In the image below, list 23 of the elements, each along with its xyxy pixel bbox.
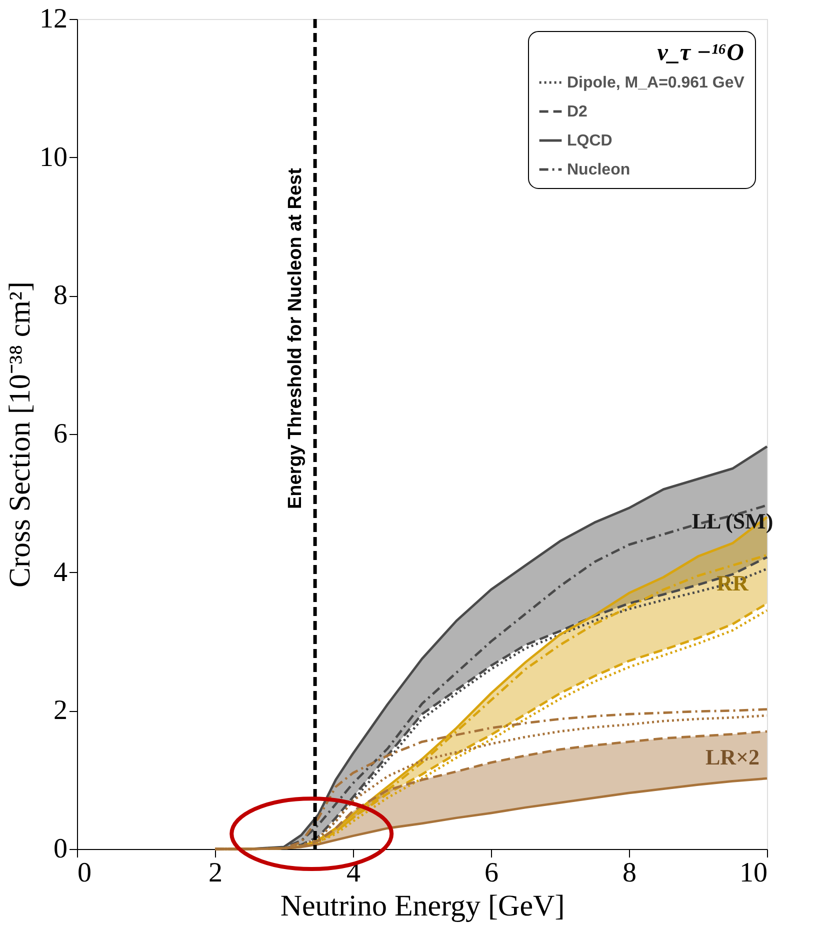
legend-label: Dipole, M_A=0.961 GeV [567,74,745,92]
x-axis-title: Neutrino Energy [GeV] [280,890,565,922]
y-tick-label: 0 [54,834,68,864]
legend-label: D2 [567,104,588,120]
y-tick-label: 2 [54,695,68,726]
y-tick-label: 4 [54,556,68,588]
x-tick-label: 6 [484,858,498,888]
legend-label: LQCD [567,132,612,150]
x-tick-label: 0 [78,858,92,888]
y-axis-title: Cross Section [10⁻³⁸ cm²] [4,282,36,588]
y-tick-label: 12 [40,4,68,34]
y-tick-label: 8 [54,280,68,312]
annotation: RR [716,570,750,596]
ref-line-label: Energy Threshold for Nucleon at Rest [285,167,306,510]
y-tick-label: 10 [40,142,68,173]
annotation: LR×2 [705,744,760,770]
x-tick-label: 10 [740,858,768,888]
x-tick-label: 2 [208,858,222,888]
legend-label: Nucleon [567,162,630,178]
legend-title: ν_τ −¹⁶O [657,40,744,66]
y-tick-label: 6 [54,418,68,450]
x-tick-label: 4 [346,858,360,888]
x-tick-label: 8 [622,858,636,888]
